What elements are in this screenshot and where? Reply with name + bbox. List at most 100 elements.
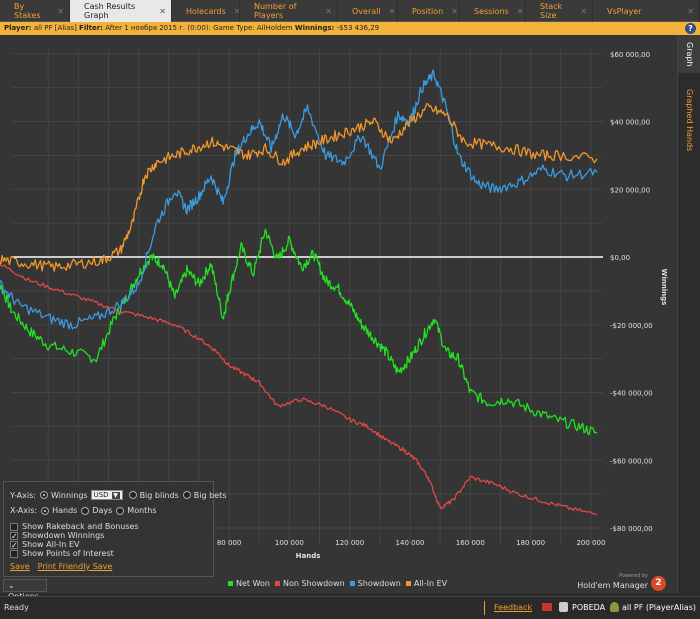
y-big-bets-label: Big bets <box>193 490 227 500</box>
save-link[interactable]: Save <box>10 562 30 571</box>
winnings-label: Winnings: <box>294 24 335 32</box>
x-tick-label: 100 000 <box>275 539 304 547</box>
filter-bar: Player: all PF [Alias] Filter: After 1 н… <box>0 22 700 35</box>
x-days-radio[interactable] <box>81 506 90 515</box>
options-panel: Y-Axis: Winnings USD ▼ Big blinds Big be… <box>3 481 226 577</box>
series-line-all-in-ev <box>0 103 598 272</box>
close-icon[interactable]: ✕ <box>580 6 587 16</box>
save-row: Save Print Friendly Save <box>10 562 120 571</box>
player-icon <box>610 602 619 612</box>
status-separator <box>484 601 485 615</box>
legend-label: Showdown <box>357 579 401 588</box>
close-icon[interactable]: ✕ <box>233 6 241 16</box>
close-icon[interactable]: ✕ <box>451 6 458 16</box>
tab-sessions[interactable]: Sessions ✕ <box>460 0 526 22</box>
feedback-link[interactable]: Feedback <box>494 603 533 612</box>
close-icon[interactable]: ✕ <box>516 6 524 16</box>
options-toggle-button[interactable]: ⌄ Options <box>3 579 47 601</box>
legend-item: Non Showdown <box>275 579 345 588</box>
currency-select[interactable]: USD ▼ <box>90 490 123 500</box>
tab-holecards[interactable]: Holecards ✕ <box>172 0 240 22</box>
x-axis-label: Hands <box>296 552 321 560</box>
close-icon[interactable]: ✕ <box>388 6 396 16</box>
legend-swatch <box>275 581 280 586</box>
filter-value: After 1 ноября 2015 г. (0:00): Game Type… <box>105 24 293 32</box>
poi-label: Show Points of Interest <box>22 549 114 558</box>
legend-label: Net Won <box>236 579 270 588</box>
x-tick-label: 180 000 <box>516 539 545 547</box>
legend-item: All-In EV <box>405 579 448 588</box>
tab-number-of-players[interactable]: Number of Players ✕ <box>240 0 338 22</box>
y-axis-label: Winnings <box>660 269 668 306</box>
database-name[interactable]: POBEDA <box>572 603 606 612</box>
tab-by-stakes[interactable]: By Stakes ✕ <box>0 0 70 22</box>
tab-label: Stack Size <box>540 2 563 20</box>
x-hands-label: Hands <box>52 506 78 515</box>
y-winnings-label: Winnings <box>50 490 88 500</box>
legend-label: All-In EV <box>413 579 448 588</box>
side-tab-bar: Graph Graphed Hands <box>677 35 700 593</box>
y-big-bets-radio[interactable] <box>182 491 191 499</box>
chart-legend: Net Won Non Showdown Showdown All-In EV <box>228 579 452 588</box>
rakeback-row: Show Rakeback and Bonuses <box>10 522 139 531</box>
help-icon[interactable]: ? <box>685 23 696 34</box>
y-tick-label: $0,00 <box>610 254 630 262</box>
hem2-logo: Powered by Hold'em Manager 2 <box>577 573 670 593</box>
tab-label: By Stakes <box>14 2 41 20</box>
series-line-showdown <box>0 69 598 330</box>
winnings-value: -$53 436,29 <box>336 24 380 32</box>
y-tick-label: -$40 000,00 <box>610 390 653 398</box>
print-friendly-save-link[interactable]: Print Friendly Save <box>37 562 113 571</box>
allin-row: ✓ Show All-In EV <box>10 540 79 549</box>
showdown-label: Showdown Winnings <box>22 531 105 540</box>
legend-swatch <box>349 581 355 586</box>
plot-area <box>12 47 603 545</box>
x-tick-label: 200 000 <box>576 539 605 547</box>
tab-stack-size[interactable]: Stack Size ✕ <box>526 0 593 22</box>
tab-label: Number of Players <box>254 2 297 20</box>
rakeback-checkbox[interactable] <box>10 522 18 531</box>
chevron-down-icon: ⌄ <box>8 581 15 590</box>
allin-checkbox[interactable]: ✓ <box>10 540 18 550</box>
showdown-row: ✓ Showdown Winnings <box>10 531 104 540</box>
report-tab-bar: By Stakes ✕ Cash Results Graph ✕ Holecards ✕ N… <box>0 0 700 22</box>
y-winnings-radio[interactable] <box>39 491 48 499</box>
x-tick-label: 80 000 <box>217 539 242 547</box>
tab-position[interactable]: Position ✕ <box>398 0 460 22</box>
legend-swatch <box>405 581 411 586</box>
tab-vsplayer[interactable]: VsPlayer ✕ <box>593 0 700 22</box>
tab-label: Sessions <box>474 6 509 16</box>
legend-label: Non Showdown <box>283 579 345 588</box>
series-line-non-showdown <box>0 262 598 516</box>
x-tick-label: 120 000 <box>335 539 364 547</box>
side-tab-graphed-hands[interactable]: Graphed Hands <box>678 75 700 165</box>
side-tab-graph[interactable]: Graph <box>678 35 700 73</box>
y-axis-label: Y-Axis: <box>10 490 36 500</box>
close-icon[interactable]: ✕ <box>325 6 332 16</box>
logo-name: Hold'em Manager <box>577 581 648 590</box>
y-big-blinds-radio[interactable] <box>128 491 137 499</box>
x-axis-row: X-Axis: Hands Days Months <box>10 506 157 515</box>
x-months-radio[interactable] <box>116 506 125 515</box>
showdown-checkbox[interactable]: ✓ <box>10 531 18 541</box>
poi-checkbox[interactable] <box>10 549 18 558</box>
y-tick-label: -$80 000,00 <box>610 525 653 533</box>
rakeback-label: Show Rakeback and Bonuses <box>22 522 139 531</box>
legend-item: Showdown <box>349 579 401 588</box>
x-axis-label: X-Axis: <box>10 506 38 515</box>
close-icon[interactable]: ✕ <box>159 6 166 16</box>
y-tick-label: $40 000,00 <box>610 119 650 127</box>
database-icon <box>559 602 568 612</box>
y-tick-label: -$20 000,00 <box>610 322 653 330</box>
close-icon[interactable]: ✕ <box>687 6 694 16</box>
status-text: Ready <box>4 603 29 612</box>
close-icon[interactable]: ✕ <box>57 6 64 16</box>
y-tick-label: $60 000,00 <box>610 51 650 59</box>
x-hands-radio[interactable] <box>41 506 50 515</box>
player-name[interactable]: all PF (PlayerAlias) <box>622 603 696 612</box>
tab-cash-results-graph[interactable]: Cash Results Graph ✕ <box>70 0 172 22</box>
tab-overall[interactable]: Overall ✕ <box>338 0 398 22</box>
y-tick-label: -$60 000,00 <box>610 457 653 465</box>
player-value: all PF [Alias] <box>33 24 77 32</box>
